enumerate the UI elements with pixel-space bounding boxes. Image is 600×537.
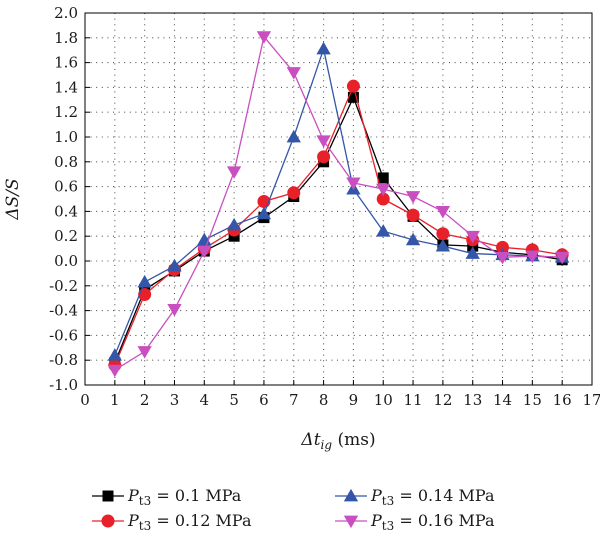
data-point	[287, 186, 301, 200]
legend-entry-2: Pt3 = 0.12 MPa	[92, 511, 252, 533]
x-tick-label: 9	[349, 391, 359, 409]
data-point	[137, 274, 152, 288]
series-3	[107, 41, 570, 361]
y-tick-label: 1.8	[54, 29, 78, 47]
data-point	[137, 346, 152, 359]
data-point	[377, 172, 389, 184]
data-point	[405, 191, 421, 204]
data-point	[167, 303, 182, 317]
data-point	[346, 177, 361, 191]
x-tick-label: 16	[553, 391, 572, 409]
y-tick-label: -0.8	[49, 351, 78, 369]
series-line	[114, 46, 563, 356]
data-point	[226, 166, 242, 179]
y-tick-label: -0.4	[49, 302, 78, 320]
data-point	[376, 192, 390, 206]
data-point	[286, 129, 301, 143]
plot-area-frame	[84, 12, 593, 386]
x-tick-label: 7	[289, 391, 299, 409]
y-tick-label: 1.6	[54, 54, 78, 72]
y-tick-label: 2.0	[54, 4, 78, 22]
data-point	[435, 238, 451, 252]
data-point	[525, 250, 540, 264]
data-point	[197, 245, 212, 259]
data-point	[496, 240, 510, 254]
x-axis-title: Δtig (ms)	[300, 430, 375, 452]
x-tick-label: 11	[404, 391, 423, 409]
legend-marker	[102, 490, 114, 502]
data-point	[406, 208, 420, 222]
series-2	[108, 79, 569, 372]
x-tick-label: 10	[374, 391, 393, 409]
data-point	[376, 183, 391, 197]
data-point	[317, 150, 331, 164]
y-tick-label: 0.8	[54, 153, 78, 171]
series-line	[114, 84, 563, 366]
y-tick-label: 1.0	[54, 128, 78, 146]
legend-entry-3: Pt3 = 0.14 MPa	[335, 486, 495, 508]
data-point	[256, 31, 272, 44]
data-point	[226, 217, 242, 231]
data-point	[405, 232, 421, 246]
series-4	[107, 31, 570, 378]
y-axis-title: ΔS/S	[3, 178, 23, 220]
legend-entry-1: Pt3 = 0.1 MPa	[92, 486, 242, 508]
data-point	[107, 364, 122, 378]
y-tick-label: 0.6	[54, 178, 78, 196]
x-tick-label: 17	[582, 391, 600, 409]
data-point	[256, 206, 272, 220]
series-line	[114, 35, 563, 371]
y-tick-label: -0.2	[49, 277, 78, 295]
data-point	[346, 79, 360, 93]
legend-marker	[101, 514, 115, 528]
series-group	[107, 31, 570, 378]
series-line	[114, 95, 563, 363]
data-point	[107, 348, 122, 361]
x-tick-label: 6	[259, 391, 269, 409]
x-tick-label: 1	[110, 391, 120, 409]
legend-label: Pt3 = 0.14 MPa	[370, 486, 495, 508]
data-point	[436, 227, 450, 241]
x-tick-label: 5	[229, 391, 239, 409]
y-tick-label: 1.2	[54, 103, 78, 121]
data-point	[347, 91, 359, 103]
axes: 0 1 2 3 4 5 6 7 8 9 10 11 12 13 14 15 16 17-1.0-0.8-0.6-0…	[49, 4, 600, 409]
legend-label: Pt3 = 0.16 MPa	[370, 511, 495, 533]
data-point	[495, 251, 510, 265]
x-tick-label: 0	[80, 391, 90, 409]
data-point	[376, 224, 391, 237]
x-tick-label: 4	[200, 391, 210, 409]
data-point	[316, 135, 331, 148]
y-tick-label: -1.0	[49, 376, 78, 394]
data-point	[167, 258, 182, 272]
data-point	[316, 41, 331, 55]
series-1	[109, 91, 568, 369]
data-point	[465, 246, 480, 259]
x-tick-label: 2	[140, 391, 150, 409]
data-point	[286, 67, 301, 80]
data-point	[435, 206, 451, 219]
y-tick-label: 0.0	[54, 252, 78, 270]
data-point	[465, 230, 480, 244]
legend-marker	[343, 515, 359, 529]
x-tick-label: 12	[433, 391, 452, 409]
y-tick-label: 0.2	[54, 227, 78, 245]
legend: Pt3 = 0.1 MPa Pt3 = 0.12 MPa Pt3 = 0.14 MP…	[92, 486, 495, 533]
x-tick-label: 3	[170, 391, 180, 409]
y-tick-label: -0.6	[49, 326, 78, 344]
axis-titles: Δtig (ms) ΔS/S	[3, 178, 376, 452]
data-point	[555, 251, 570, 265]
legend-entry-4: Pt3 = 0.16 MPa	[335, 511, 495, 533]
legend-label: Pt3 = 0.1 MPa	[127, 486, 242, 508]
legend-label: Pt3 = 0.12 MPa	[127, 511, 252, 533]
x-tick-label: 14	[493, 391, 512, 409]
y-tick-label: 0.4	[54, 202, 78, 220]
x-tick-label: 15	[523, 391, 542, 409]
x-tick-label: 13	[463, 391, 482, 409]
x-tick-label: 8	[319, 391, 329, 409]
y-tick-label: 1.4	[54, 78, 78, 96]
legend-marker	[343, 488, 359, 502]
